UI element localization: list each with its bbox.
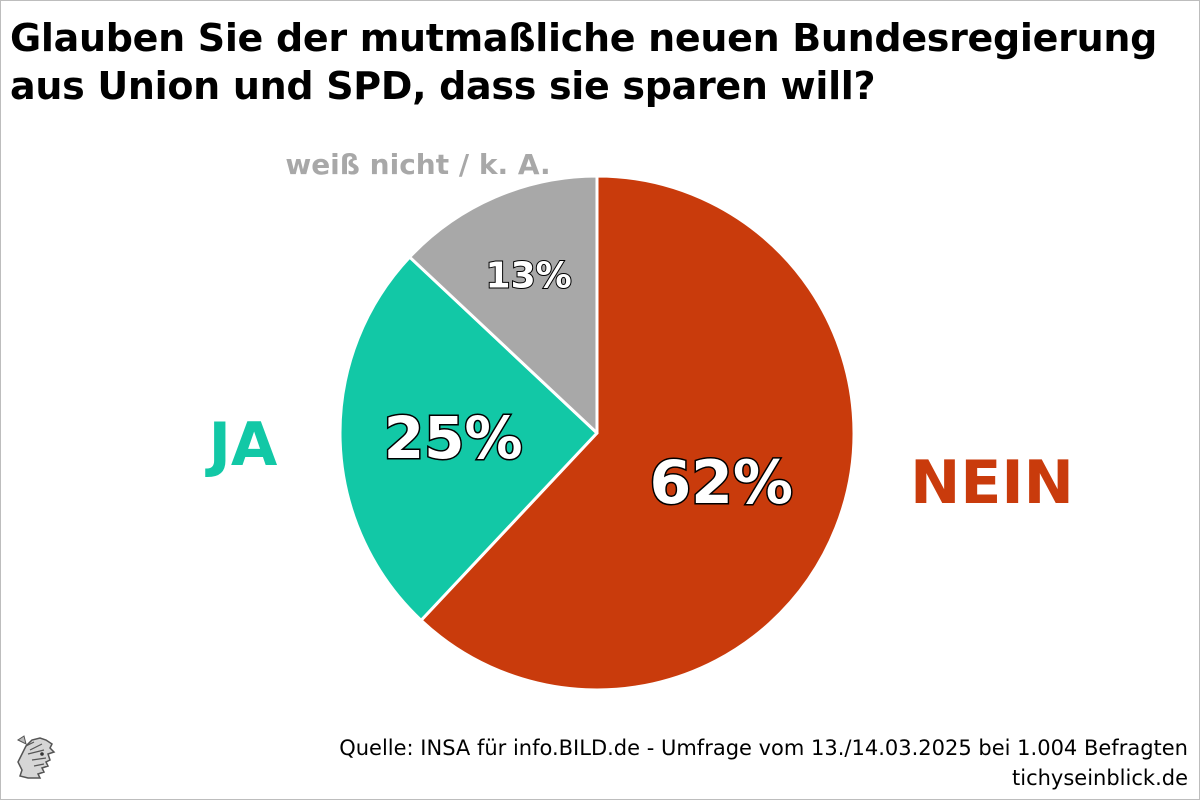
chart-title: Glauben Sie der mutmaßliche neuen Bundes… [10,14,1180,110]
value-label-ja: 25% [384,404,523,472]
category-label-ja: JA [205,410,278,480]
pie-slice-weiss-nicht [408,174,599,435]
source-note: Quelle: INSA für info.BILD.de - Umfrage … [339,733,1188,793]
category-label-nein: NEIN [910,448,1074,518]
pie-slices [338,174,856,692]
pie-slice-nein [419,174,856,692]
value-label-weiss-nicht: 13% [486,256,572,297]
source-text: Quelle: INSA für info.BILD.de - Umfrage … [339,736,1188,760]
value-label-nein: 62% [649,448,793,518]
title-line-1: Glauben Sie der mutmaßliche neuen Bundes… [10,16,1157,60]
hermes-head-icon [12,732,60,784]
pie-category-labels: NEIN JA weiß nicht / k. A. [205,148,1074,518]
title-line-2: aus Union und SPD, dass sie sparen will? [10,64,876,108]
pie-slice-ja [338,255,599,622]
site-name: tichyseinblick.de [1012,766,1188,790]
category-label-weiss-nicht: weiß nicht / k. A. [285,148,550,181]
pie-value-labels: 62% 25% 13% [382,255,794,520]
